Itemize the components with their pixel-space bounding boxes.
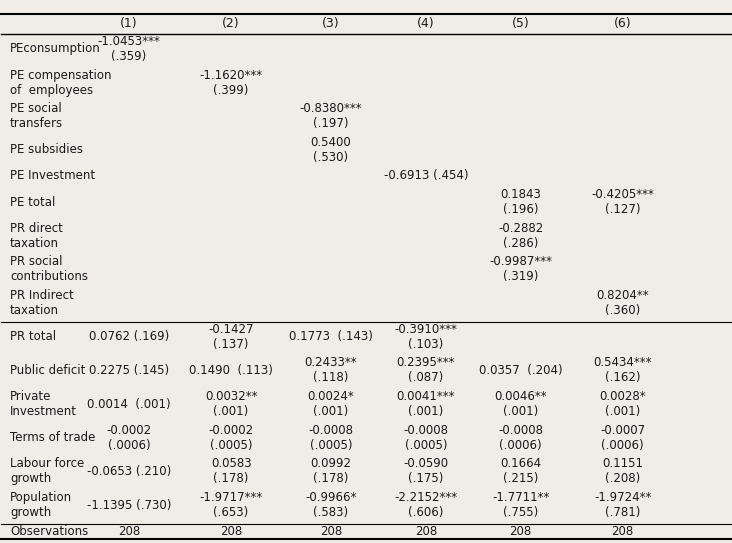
Text: 0.5434***
(.162): 0.5434*** (.162) — [594, 356, 652, 384]
Text: -1.9717***
(.653): -1.9717*** (.653) — [199, 491, 263, 519]
Text: 0.0762 (.169): 0.0762 (.169) — [89, 330, 169, 343]
Text: 208: 208 — [220, 525, 242, 538]
Text: -1.9724**
(.781): -1.9724** (.781) — [594, 491, 651, 519]
Text: -0.0590
(.175): -0.0590 (.175) — [403, 457, 449, 485]
Text: 0.2395***
(.087): 0.2395*** (.087) — [397, 356, 455, 384]
Text: PR direct
taxation: PR direct taxation — [10, 222, 63, 250]
Text: 0.0357  (.204): 0.0357 (.204) — [479, 364, 562, 377]
Text: -0.0008
(.0005): -0.0008 (.0005) — [403, 424, 448, 452]
Text: PR social
contributions: PR social contributions — [10, 255, 88, 283]
Text: 0.0046**
(.001): 0.0046** (.001) — [494, 390, 547, 418]
Text: 0.0028*
(.001): 0.0028* (.001) — [600, 390, 646, 418]
Text: 208: 208 — [509, 525, 531, 538]
Text: (3): (3) — [322, 17, 340, 30]
Text: 0.0014  (.001): 0.0014 (.001) — [87, 397, 171, 411]
Text: -0.0002
(.0005): -0.0002 (.0005) — [209, 424, 254, 452]
Text: -1.1620***
(.399): -1.1620*** (.399) — [200, 68, 263, 97]
Text: Labour force
growth: Labour force growth — [10, 457, 84, 485]
Text: PE compensation
of  employees: PE compensation of employees — [10, 68, 112, 97]
Text: PR Indirect
taxation: PR Indirect taxation — [10, 289, 74, 317]
Text: -0.0653 (.210): -0.0653 (.210) — [87, 465, 171, 478]
Text: 0.2275 (.145): 0.2275 (.145) — [89, 364, 169, 377]
Text: -1.0453***
(.359): -1.0453*** (.359) — [97, 35, 160, 63]
Text: -1.1395 (.730): -1.1395 (.730) — [87, 498, 171, 512]
Text: 0.0032**
(.001): 0.0032** (.001) — [205, 390, 258, 418]
Text: -0.8380***
(.197): -0.8380*** (.197) — [299, 102, 362, 130]
Text: PE Investment: PE Investment — [10, 169, 95, 182]
Text: Observations: Observations — [10, 525, 89, 538]
Text: Terms of trade: Terms of trade — [10, 431, 95, 444]
Text: 208: 208 — [611, 525, 634, 538]
Text: -0.0007
(.0006): -0.0007 (.0006) — [600, 424, 645, 452]
Text: 0.1773  (.143): 0.1773 (.143) — [289, 330, 373, 343]
Text: PR total: PR total — [10, 330, 56, 343]
Text: 0.0024*
(.001): 0.0024* (.001) — [307, 390, 354, 418]
Text: 208: 208 — [320, 525, 342, 538]
Text: -2.2152***
(.606): -2.2152*** (.606) — [395, 491, 458, 519]
Text: 0.0583
(.178): 0.0583 (.178) — [211, 457, 251, 485]
Text: -0.3910***
(.103): -0.3910*** (.103) — [395, 323, 458, 351]
Text: -0.0002
(.0006): -0.0002 (.0006) — [106, 424, 152, 452]
Text: -0.2882
(.286): -0.2882 (.286) — [498, 222, 543, 250]
Text: 0.8204**
(.360): 0.8204** (.360) — [597, 289, 649, 317]
Text: -0.9987***
(.319): -0.9987*** (.319) — [489, 255, 552, 283]
Text: 208: 208 — [118, 525, 140, 538]
Text: 0.1490  (.113): 0.1490 (.113) — [189, 364, 273, 377]
Text: -0.0008
(.0005): -0.0008 (.0005) — [308, 424, 354, 452]
Text: 0.5400
(.530): 0.5400 (.530) — [310, 136, 351, 164]
Text: -0.9966*
(.583): -0.9966* (.583) — [305, 491, 356, 519]
Text: Private
Investment: Private Investment — [10, 390, 77, 418]
Text: 0.2433**
(.118): 0.2433** (.118) — [305, 356, 357, 384]
Text: 0.0992
(.178): 0.0992 (.178) — [310, 457, 351, 485]
Text: PEconsumption: PEconsumption — [10, 42, 101, 55]
Text: 0.1664
(.215): 0.1664 (.215) — [500, 457, 541, 485]
Text: -0.4205***
(.127): -0.4205*** (.127) — [591, 188, 654, 216]
Text: 208: 208 — [414, 525, 437, 538]
Text: (6): (6) — [614, 17, 632, 30]
Text: 0.0041***
(.001): 0.0041*** (.001) — [397, 390, 455, 418]
Text: Public deficit: Public deficit — [10, 364, 86, 377]
Text: -0.6913 (.454): -0.6913 (.454) — [384, 169, 468, 182]
Text: (5): (5) — [512, 17, 529, 30]
Text: (1): (1) — [120, 17, 138, 30]
Text: -0.0008
(.0006): -0.0008 (.0006) — [498, 424, 543, 452]
Text: 0.1151
(.208): 0.1151 (.208) — [602, 457, 643, 485]
Text: (4): (4) — [417, 17, 435, 30]
Text: -0.1427
(.137): -0.1427 (.137) — [209, 323, 254, 351]
Text: PE subsidies: PE subsidies — [10, 143, 83, 156]
Text: -1.7711**
(.755): -1.7711** (.755) — [492, 491, 549, 519]
Text: PE social
transfers: PE social transfers — [10, 102, 63, 130]
Text: (2): (2) — [223, 17, 240, 30]
Text: PE total: PE total — [10, 195, 56, 209]
Text: Population
growth: Population growth — [10, 491, 72, 519]
Text: 0.1843
(.196): 0.1843 (.196) — [500, 188, 541, 216]
